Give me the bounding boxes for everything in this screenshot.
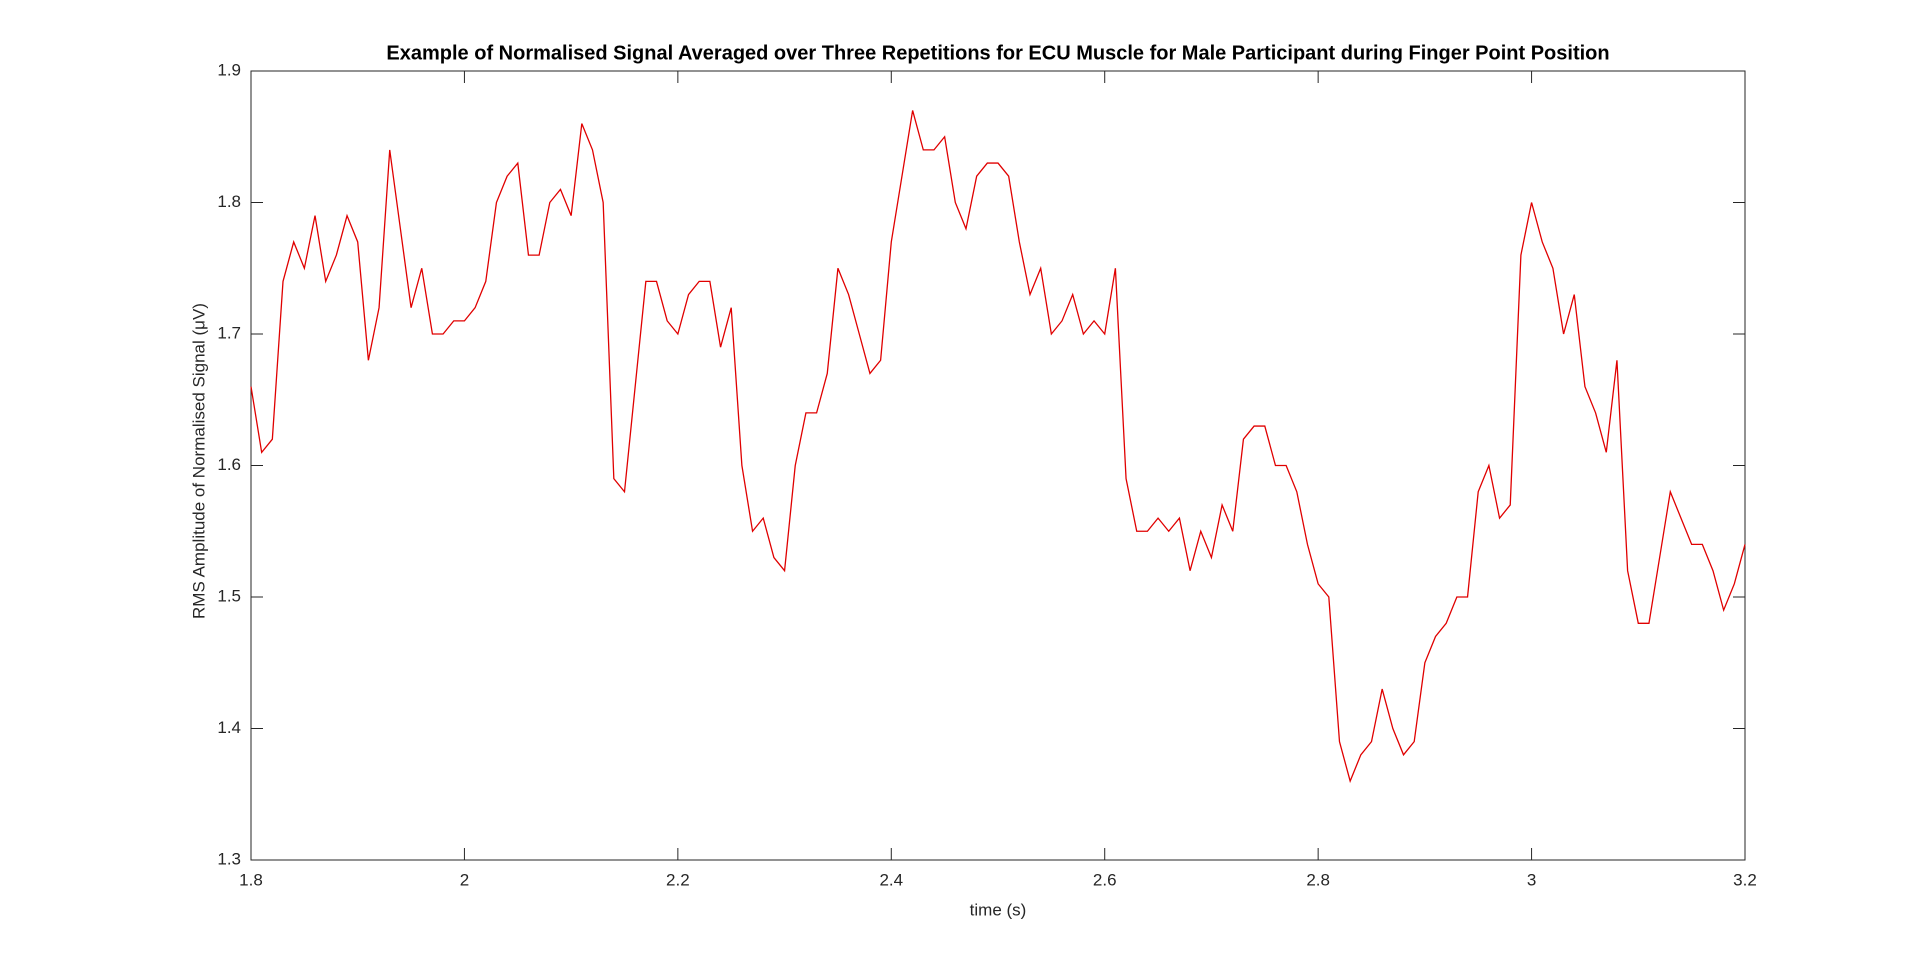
x-tick-label: 3.2 <box>1733 870 1757 889</box>
x-tick-label: 2 <box>460 870 469 889</box>
y-axis-label: RMS Amplitude of Normalised Signal (μV) <box>189 303 208 619</box>
x-tick-label: 2.8 <box>1306 870 1330 889</box>
chart-title: Example of Normalised Signal Averaged ov… <box>386 42 1609 64</box>
x-tick-label: 3 <box>1527 870 1536 889</box>
y-tick-label: 1.9 <box>217 60 241 79</box>
y-tick-label: 1.6 <box>217 455 241 474</box>
y-tick-label: 1.8 <box>217 192 241 211</box>
x-tick-label: 2.4 <box>879 870 903 889</box>
y-tick-label: 1.3 <box>217 849 241 868</box>
signal-line <box>250 110 1746 784</box>
y-tick-label: 1.4 <box>217 718 241 737</box>
y-tick-label: 1.7 <box>217 323 241 342</box>
y-tick-label: 1.5 <box>217 586 241 605</box>
plot-area <box>250 70 1746 861</box>
x-axis-label: time (s) <box>970 900 1027 919</box>
x-tick-label: 2.2 <box>666 870 690 889</box>
x-tick-label: 1.8 <box>239 870 263 889</box>
x-tick-label: 2.6 <box>1093 870 1117 889</box>
